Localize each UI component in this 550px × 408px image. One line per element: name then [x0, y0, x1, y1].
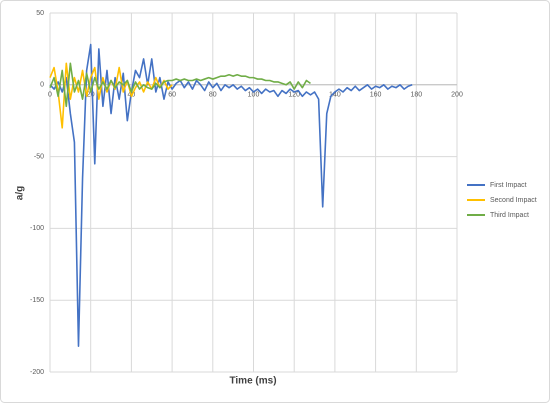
y-tick-label: -100: [30, 225, 44, 232]
x-tick-label: 60: [168, 92, 176, 99]
x-tick-label: 80: [209, 92, 217, 99]
x-tick-label: 200: [451, 92, 463, 99]
y-tick-label: -50: [34, 153, 44, 160]
legend-label: Third Impact: [490, 212, 529, 219]
series-line: [49, 62, 311, 108]
x-tick-label: 100: [248, 92, 260, 99]
x-tick-label: 140: [329, 92, 341, 99]
legend-label: Second Impact: [490, 197, 537, 204]
y-tick-label: 50: [36, 10, 44, 17]
y-axis-title: a/g: [15, 186, 26, 200]
y-tick-label: -200: [30, 369, 44, 376]
x-tick-label: 20: [87, 92, 95, 99]
x-tick-label: 0: [48, 92, 52, 99]
x-axis-title: Time (ms): [229, 376, 276, 387]
y-tick-label: 0: [40, 82, 44, 89]
x-tick-label: 160: [370, 92, 382, 99]
legend-label: First Impact: [490, 182, 527, 189]
x-tick-label: 120: [288, 92, 300, 99]
series-line: [49, 43, 413, 347]
x-tick-label: 180: [410, 92, 422, 99]
y-tick-label: -150: [30, 297, 44, 304]
